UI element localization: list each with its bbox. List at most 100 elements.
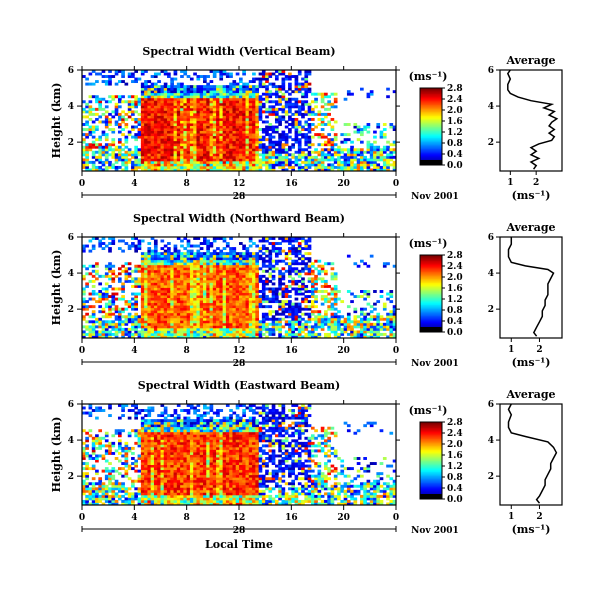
heatmap-cell bbox=[363, 312, 367, 316]
heatmap-cell bbox=[196, 77, 201, 81]
heatmap-cell bbox=[108, 128, 112, 131]
heatmap-cell bbox=[333, 138, 338, 142]
heatmap-cell bbox=[327, 284, 331, 288]
heatmap-cell bbox=[248, 312, 253, 316]
heatmap-cell bbox=[180, 252, 184, 256]
heatmap-cell bbox=[196, 125, 201, 129]
heatmap-cell bbox=[206, 322, 210, 326]
heatmap-cell bbox=[386, 148, 390, 152]
heatmap-cell bbox=[206, 325, 210, 329]
heatmap-cell bbox=[294, 85, 299, 89]
heatmap-cell bbox=[363, 160, 367, 164]
heatmap-cell bbox=[180, 85, 184, 89]
heatmap-cell bbox=[180, 317, 184, 321]
heatmap-cell bbox=[117, 279, 122, 283]
heatmap-cell bbox=[310, 110, 315, 114]
heatmap-cell bbox=[392, 165, 397, 169]
heatmap-cell bbox=[255, 143, 260, 147]
heatmap-cell bbox=[104, 125, 109, 129]
heatmap-cell bbox=[82, 247, 86, 251]
heatmap-cell bbox=[170, 284, 174, 288]
heatmap-cell bbox=[209, 90, 214, 94]
heatmap-cell bbox=[245, 155, 250, 159]
heatmap-cell bbox=[297, 272, 302, 276]
heatmap-cell bbox=[183, 307, 188, 311]
heatmap-cell bbox=[153, 97, 158, 101]
heatmap-cell bbox=[297, 237, 302, 240]
heatmap-cell bbox=[203, 335, 207, 339]
heatmap-cell bbox=[193, 290, 197, 293]
heatmap-cell bbox=[392, 163, 397, 167]
heatmap-cell bbox=[173, 325, 178, 329]
heatmap-cell bbox=[346, 133, 351, 137]
heatmap-cell bbox=[183, 310, 188, 314]
heatmap-cell bbox=[140, 310, 145, 314]
heatmap-cell bbox=[183, 110, 188, 114]
heatmap-cell bbox=[121, 332, 125, 336]
heatmap-cell bbox=[121, 249, 125, 253]
heatmap-cell bbox=[186, 92, 191, 96]
heatmap-cell bbox=[157, 133, 161, 137]
heatmap-cell bbox=[235, 125, 240, 129]
heatmap-cell bbox=[252, 140, 256, 144]
heatmap-cell bbox=[261, 292, 266, 296]
heatmap-cell bbox=[153, 165, 158, 169]
heatmap-cell bbox=[117, 267, 122, 271]
heatmap-cell bbox=[271, 237, 276, 240]
heatmap-cell bbox=[150, 100, 155, 104]
heatmap-cell bbox=[180, 133, 184, 137]
heatmap-cell bbox=[183, 128, 188, 131]
heatmap-cell bbox=[284, 102, 289, 106]
heatmap-cell bbox=[108, 332, 112, 336]
heatmap-cell bbox=[160, 130, 165, 134]
heatmap-cell bbox=[333, 332, 338, 336]
heatmap-cell bbox=[134, 148, 138, 152]
heatmap-cell bbox=[268, 135, 273, 139]
heatmap-cell bbox=[176, 125, 181, 129]
heatmap-cell bbox=[173, 272, 178, 276]
heatmap-cell bbox=[140, 277, 145, 281]
heatmap-cell bbox=[327, 292, 331, 296]
heatmap-cell bbox=[242, 123, 246, 126]
heatmap-cell bbox=[297, 292, 302, 296]
heatmap-cell bbox=[294, 102, 299, 106]
heatmap-cell bbox=[88, 117, 93, 121]
heatmap-cell bbox=[144, 140, 148, 144]
heatmap-cell bbox=[376, 325, 381, 329]
heatmap-cell bbox=[265, 330, 269, 334]
heatmap-cell bbox=[225, 282, 230, 286]
heatmap-cell bbox=[288, 237, 292, 240]
heatmap-cell bbox=[343, 325, 348, 329]
heatmap-cell bbox=[356, 165, 361, 169]
heatmap-cell bbox=[157, 330, 161, 334]
heatmap-cell bbox=[153, 95, 158, 99]
heatmap-cell bbox=[219, 77, 224, 81]
heatmap-cell bbox=[117, 123, 122, 126]
heatmap-cell bbox=[235, 274, 240, 278]
heatmap-cell bbox=[386, 160, 390, 164]
heatmap-cell bbox=[124, 267, 129, 271]
heatmap-cell bbox=[196, 277, 201, 281]
heatmap-cell bbox=[294, 310, 299, 314]
heatmap-cell bbox=[170, 87, 174, 91]
heatmap-cell bbox=[297, 244, 302, 248]
heatmap-cell bbox=[320, 150, 325, 154]
heatmap-cell bbox=[278, 115, 282, 119]
heatmap-cell bbox=[82, 302, 86, 306]
heatmap-cell bbox=[268, 82, 273, 86]
heatmap-cell bbox=[265, 325, 269, 329]
heatmap-cell bbox=[180, 272, 184, 276]
heatmap-cell bbox=[239, 107, 243, 111]
heatmap-cell bbox=[140, 100, 145, 104]
heatmap-cell bbox=[173, 117, 178, 121]
heatmap-cell bbox=[189, 105, 194, 109]
heatmap-cell bbox=[137, 100, 142, 104]
heatmap-cell bbox=[242, 277, 246, 281]
colorbar-segment bbox=[420, 122, 442, 125]
heatmap-cell bbox=[186, 90, 191, 94]
heatmap-cell bbox=[153, 239, 158, 243]
heatmap-cell bbox=[216, 165, 220, 169]
heatmap-cell bbox=[150, 237, 155, 240]
heatmap-cell bbox=[189, 312, 194, 316]
heatmap-cell bbox=[209, 87, 214, 91]
